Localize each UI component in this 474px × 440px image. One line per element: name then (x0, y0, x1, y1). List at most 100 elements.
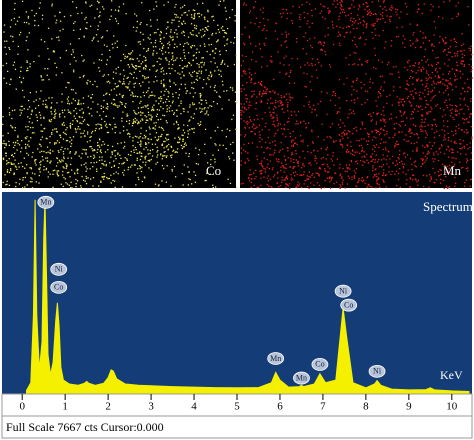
dot (111, 151, 113, 154)
dot (431, 125, 434, 127)
dot (240, 118, 242, 120)
dot (113, 165, 115, 167)
dot (52, 129, 54, 131)
dot (190, 64, 192, 66)
dot (85, 27, 87, 29)
dot (13, 8, 16, 10)
dot (264, 92, 266, 95)
dot (342, 167, 344, 170)
dot (172, 93, 174, 95)
dot (410, 105, 412, 107)
dot (259, 83, 261, 85)
dot (195, 52, 198, 54)
dot (127, 87, 129, 89)
dot (123, 169, 126, 171)
dot (21, 0, 24, 2)
dot (102, 6, 104, 8)
dot (339, 7, 342, 9)
dot (20, 151, 22, 153)
dot (302, 139, 304, 141)
dot (37, 148, 39, 150)
dot (106, 102, 108, 105)
dot (159, 34, 161, 36)
dot (117, 85, 119, 87)
dot (280, 95, 282, 97)
dot (290, 160, 292, 162)
dot (38, 7, 41, 9)
dot (391, 40, 393, 42)
dot (192, 104, 194, 106)
dot (420, 46, 422, 48)
dot (371, 139, 374, 141)
dot (138, 122, 140, 124)
dot (286, 34, 288, 36)
dot (287, 150, 289, 152)
dot (463, 145, 465, 147)
dot (132, 95, 134, 97)
dot (145, 57, 147, 59)
dot (440, 169, 442, 171)
dot (274, 174, 276, 176)
dot (251, 126, 253, 128)
dot (156, 156, 158, 158)
dot (137, 65, 140, 68)
dot (114, 9, 117, 11)
dot (336, 25, 338, 27)
dot (303, 17, 306, 19)
dot (275, 107, 277, 109)
dot (250, 81, 252, 83)
dot (260, 177, 262, 179)
dot (93, 154, 95, 156)
dot (214, 70, 216, 72)
dot (423, 56, 425, 58)
dot (3, 77, 5, 79)
dot (262, 90, 265, 92)
dot (409, 128, 411, 130)
dot (43, 117, 45, 120)
dot (391, 117, 393, 120)
dot (279, 99, 281, 102)
dot (283, 128, 285, 131)
dot (73, 115, 75, 117)
dot (205, 27, 207, 29)
dot (144, 164, 147, 166)
dot (250, 22, 252, 24)
dot (204, 113, 206, 115)
dot (287, 185, 289, 187)
dot (381, 15, 383, 17)
dot (261, 129, 263, 131)
dot (219, 144, 221, 146)
dot (256, 114, 258, 116)
dot (224, 7, 226, 9)
dot (373, 150, 376, 152)
dot (148, 126, 150, 128)
dot (411, 132, 413, 134)
dot (467, 121, 469, 123)
dot (122, 162, 125, 165)
dot (89, 136, 91, 138)
dot (121, 95, 123, 97)
dot (227, 27, 229, 30)
dot (464, 90, 466, 93)
dot (189, 104, 191, 106)
dot (119, 73, 121, 75)
dot (45, 106, 47, 108)
dot (75, 151, 77, 153)
dot (470, 178, 472, 180)
dot (320, 48, 323, 50)
dot (218, 69, 220, 71)
dot (232, 114, 235, 116)
dot (384, 21, 386, 23)
dot (73, 56, 75, 59)
dot (417, 137, 420, 139)
dot (74, 117, 76, 120)
dot (38, 168, 41, 171)
dot (435, 68, 437, 70)
dot (191, 82, 193, 84)
dot (454, 79, 456, 82)
dot (427, 124, 429, 126)
dot (50, 107, 52, 109)
dot (117, 143, 119, 145)
dot (158, 103, 160, 105)
dot (149, 152, 151, 155)
